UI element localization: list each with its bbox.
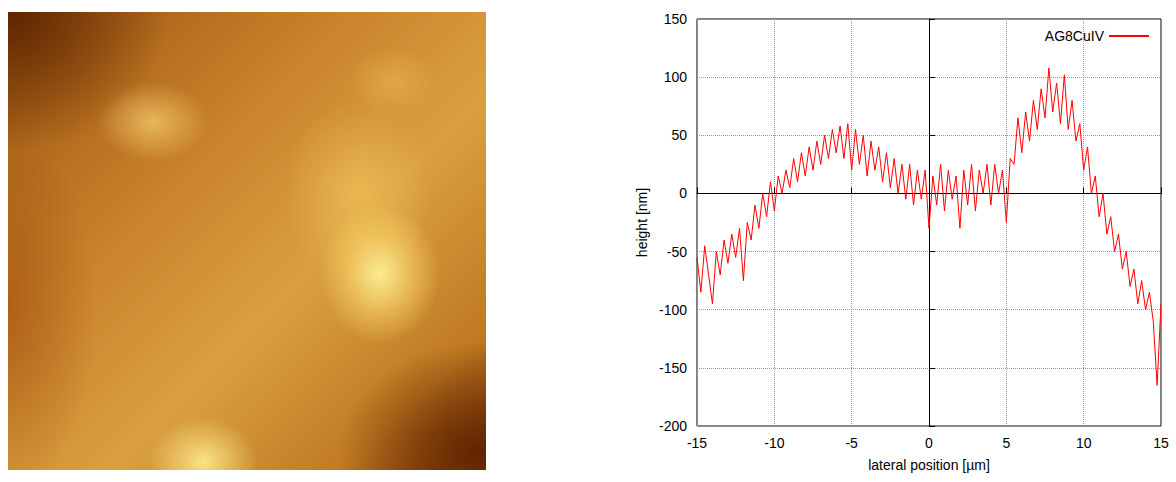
svg-text:-15: -15	[687, 435, 707, 451]
svg-text:100: 100	[664, 69, 688, 85]
svg-text:AG8CuIV: AG8CuIV	[1045, 28, 1105, 44]
svg-text:height [nm]: height [nm]	[634, 188, 650, 257]
svg-text:150: 150	[664, 11, 688, 27]
svg-text:lateral position [µm]: lateral position [µm]	[868, 457, 990, 473]
svg-text:15: 15	[1153, 435, 1169, 451]
svg-text:-200: -200	[659, 418, 687, 434]
svg-text:0: 0	[679, 185, 687, 201]
svg-text:-5: -5	[845, 435, 858, 451]
svg-text:5: 5	[1002, 435, 1010, 451]
svg-text:-100: -100	[659, 302, 687, 318]
svg-text:-10: -10	[764, 435, 784, 451]
svg-text:-50: -50	[667, 244, 687, 260]
svg-text:-150: -150	[659, 360, 687, 376]
svg-text:10: 10	[1076, 435, 1092, 451]
svg-text:50: 50	[671, 127, 687, 143]
svg-text:0: 0	[925, 435, 933, 451]
